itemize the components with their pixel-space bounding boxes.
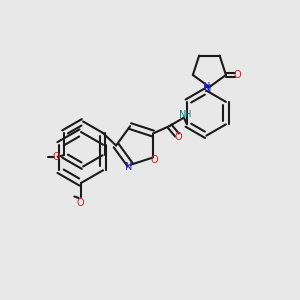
Text: N: N xyxy=(125,162,132,172)
Text: H: H xyxy=(184,110,190,118)
Text: N: N xyxy=(204,83,211,94)
Text: O: O xyxy=(175,131,182,142)
Text: O: O xyxy=(151,155,158,165)
Text: N: N xyxy=(179,110,186,120)
Text: N: N xyxy=(203,82,210,92)
Text: O: O xyxy=(52,152,60,162)
Text: O: O xyxy=(233,70,241,80)
Text: O: O xyxy=(76,198,84,208)
